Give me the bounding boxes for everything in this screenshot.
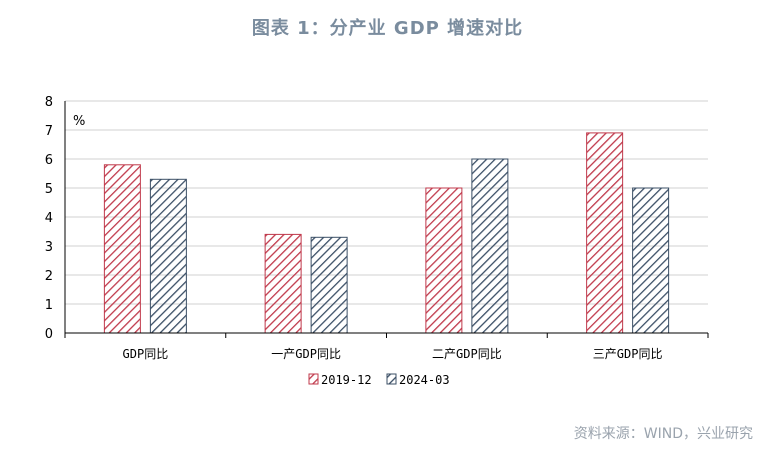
- legend: 2019-12 2024-03: [308, 373, 450, 387]
- y-tick-label: 0: [45, 327, 53, 342]
- x-category-label: 一产GDP同比: [271, 347, 341, 361]
- bar: [103, 164, 141, 334]
- y-tick-label: 1: [45, 298, 53, 313]
- y-tick-label: 4: [45, 211, 53, 226]
- x-axis: [64, 101, 709, 338]
- bar: [471, 158, 509, 334]
- y-tick-label: 5: [45, 182, 53, 197]
- y-tick-label: 8: [45, 95, 53, 110]
- bar: [425, 187, 463, 334]
- legend-swatch: [386, 373, 397, 385]
- bars: [103, 132, 670, 334]
- bar: [264, 233, 302, 334]
- x-category-label: 二产GDP同比: [432, 347, 502, 361]
- x-axis-categories: GDP同比 一产GDP同比 二产GDP同比 三产GDP同比: [123, 347, 663, 361]
- bar: [632, 187, 670, 334]
- bar: [586, 132, 624, 334]
- source-note: 资料来源：WIND，兴业研究: [573, 426, 753, 442]
- y-tick-label: 6: [45, 153, 53, 168]
- bar: [310, 236, 348, 334]
- y-unit-label: %: [73, 114, 85, 129]
- y-tick-label: 2: [45, 269, 53, 284]
- legend-label: 2024-03: [399, 373, 450, 387]
- bar: [149, 178, 187, 334]
- legend-swatch: [308, 373, 319, 385]
- x-category-label: GDP同比: [123, 347, 169, 361]
- chart-title: 图表 1：分产业 GDP 增速对比: [251, 18, 524, 39]
- legend-label: 2019-12: [321, 373, 372, 387]
- x-category-label: 三产GDP同比: [593, 347, 663, 361]
- y-axis-ticks: 0 1 2 3 4 5 6 7 8: [45, 95, 53, 342]
- y-tick-label: 7: [45, 124, 53, 139]
- y-tick-label: 3: [45, 240, 53, 255]
